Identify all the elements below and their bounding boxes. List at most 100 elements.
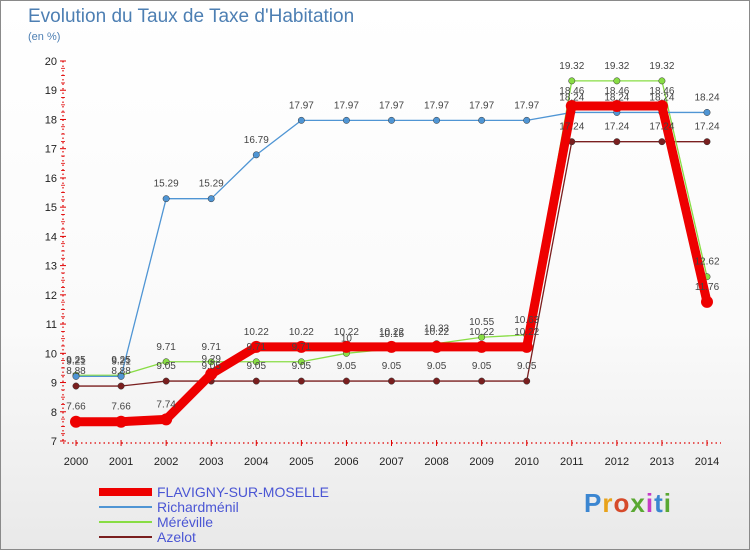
data-point (340, 340, 353, 353)
data-label: 18.46 (604, 86, 629, 97)
data-label: 17.97 (469, 100, 494, 111)
logo-letter: r (602, 488, 614, 518)
logo-letter: i (645, 488, 655, 518)
data-label: 9.05 (156, 361, 176, 372)
x-tick-label: 2012 (605, 456, 629, 468)
data-point (430, 340, 443, 353)
x-tick-label: 2009 (469, 456, 493, 468)
data-label: 10.55 (469, 317, 494, 328)
x-tick-label: 2011 (560, 456, 584, 468)
data-label: 9.21 (66, 356, 86, 367)
chart-title: Evolution du Taux de Taxe d'Habitation (28, 6, 355, 27)
data-point (565, 100, 578, 113)
x-tick-label: 2014 (695, 456, 719, 468)
data-label: 10.22 (334, 327, 359, 338)
data-label: 9.71 (201, 342, 221, 353)
y-tick-label: 16 (45, 173, 57, 185)
data-label: 18.24 (694, 92, 719, 103)
x-tick-label: 2007 (379, 456, 403, 468)
data-point (388, 116, 395, 124)
data-point (613, 77, 621, 85)
legend-swatch (99, 488, 152, 496)
data-label: 17.24 (604, 122, 629, 133)
data-point (252, 377, 260, 385)
y-tick-label: 15 (45, 202, 57, 214)
x-tick-label: 2005 (289, 456, 313, 468)
data-label: 19.32 (604, 61, 629, 72)
y-tick-label: 20 (45, 56, 57, 68)
data-label: 17.97 (514, 100, 539, 111)
data-label: 8.88 (111, 366, 131, 377)
y-tick-label: 18 (45, 114, 57, 126)
data-label: 10.22 (514, 327, 539, 338)
data-label: 18.46 (559, 86, 584, 97)
chart-subtitle: (en %) (28, 31, 61, 43)
data-label: 17.97 (334, 100, 359, 111)
data-point (250, 340, 263, 353)
data-label: 17.97 (289, 100, 314, 111)
data-point (520, 340, 533, 353)
data-point (207, 195, 215, 203)
data-label: 10.22 (424, 327, 449, 338)
x-tick-label: 2010 (514, 456, 538, 468)
data-label: 10.63 (514, 315, 539, 326)
data-point (385, 340, 398, 353)
x-tick-label: 2008 (424, 456, 448, 468)
data-point (342, 377, 350, 385)
legend-label: Azelot (157, 529, 196, 545)
data-label: 15.29 (199, 179, 224, 190)
data-label: 15.29 (154, 179, 179, 190)
data-label: 9.05 (427, 361, 447, 372)
y-tick-label: 13 (45, 261, 57, 273)
data-point (117, 372, 125, 380)
data-point (433, 116, 441, 124)
data-label: 9.05 (517, 361, 537, 372)
data-label: 9.25 (66, 355, 86, 366)
data-label: 16.79 (244, 135, 269, 146)
data-label: 9.21 (111, 356, 131, 367)
logo-letter: x (630, 488, 646, 518)
y-tick-label: 9 (51, 378, 57, 390)
data-label: 9.29 (201, 354, 221, 365)
data-label: 10.15 (379, 329, 404, 340)
logo-letter: o (613, 488, 631, 518)
data-label: 9.05 (337, 361, 357, 372)
data-point (295, 340, 308, 353)
data-label: 9.05 (382, 361, 402, 372)
data-label: 7.66 (111, 402, 131, 413)
data-label: 8.88 (66, 366, 86, 377)
data-point (162, 358, 170, 366)
data-label: 9.71 (156, 342, 176, 353)
data-label: 18.24 (649, 92, 674, 103)
data-point (162, 377, 170, 385)
data-label: 19.32 (649, 61, 674, 72)
data-label: 9.71 (247, 342, 267, 353)
x-tick-label: 2002 (154, 456, 178, 468)
data-label: 9.05 (201, 361, 221, 372)
data-label: 10.33 (424, 324, 449, 335)
data-point (703, 108, 711, 116)
data-point (162, 195, 170, 203)
y-tick-label: 17 (45, 144, 57, 156)
legend-swatch (99, 506, 152, 508)
legend-swatch (99, 536, 152, 538)
y-tick-label: 8 (51, 407, 57, 419)
data-label: 10.22 (244, 327, 269, 338)
data-point (701, 295, 713, 308)
data-label: 17.97 (424, 100, 449, 111)
data-label: 19.32 (559, 61, 584, 72)
y-tick-label: 7 (51, 436, 57, 448)
data-label: 9.05 (292, 361, 312, 372)
data-label: 11.76 (695, 282, 720, 293)
data-point (252, 151, 260, 159)
y-tick-label: 14 (45, 231, 57, 243)
data-point (478, 333, 486, 341)
data-point (72, 372, 80, 380)
data-point (523, 116, 531, 124)
legend-label: FLAVIGNY-SUR-MOSELLE (157, 484, 329, 500)
data-label: 10.22 (289, 327, 314, 338)
y-tick-label: 19 (45, 85, 57, 97)
data-point (252, 358, 260, 366)
data-point (388, 377, 395, 385)
